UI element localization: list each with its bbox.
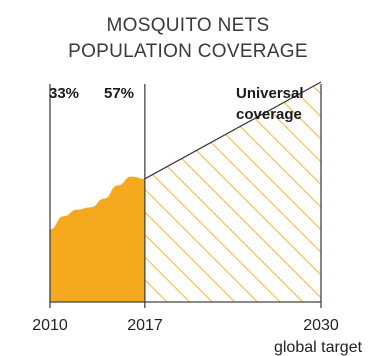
- coverage-area: [50, 176, 145, 302]
- x-tick-2017: 2017: [127, 317, 163, 334]
- target-label-line1: Universal: [236, 85, 304, 102]
- x-tick-2030: 2030: [303, 317, 339, 334]
- chart-title-line2: POPULATION COVERAGE: [68, 41, 308, 62]
- target-label-line2: coverage: [236, 106, 302, 123]
- x-tick-note: global target: [274, 339, 363, 356]
- projection-area: [144, 82, 321, 302]
- projection-line: [144, 81, 322, 180]
- chart-title-line1: MOSQUITO NETS: [107, 15, 270, 36]
- marker-label-start: 33%: [49, 85, 79, 102]
- x-tick-2010: 2010: [32, 317, 68, 334]
- marker-label-end: 57%: [104, 85, 134, 102]
